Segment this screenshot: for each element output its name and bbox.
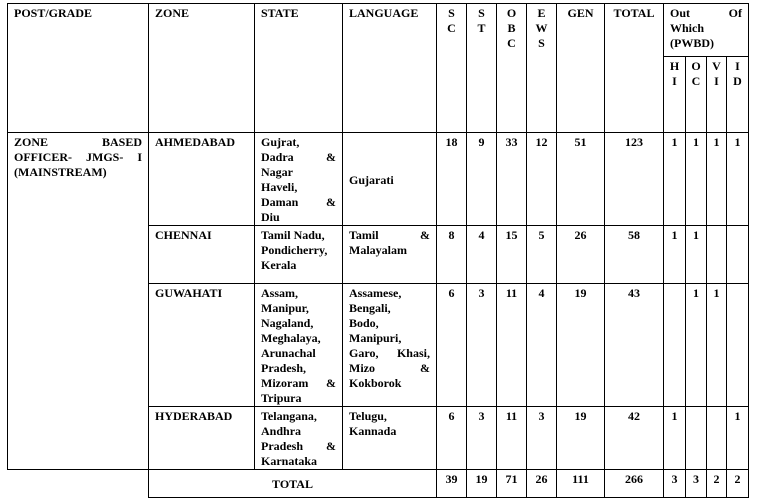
total-cell: 42 <box>604 406 664 470</box>
table-row: HYDERABAD Telangana, Andhra Pradesh & Karna… <box>8 406 749 470</box>
total-oc: 3 <box>685 469 707 498</box>
id-cell: 1 <box>726 406 749 470</box>
state-cell: Telangana, Andhra Pradesh & Karnataka <box>254 406 343 470</box>
language-cell: Telugu, Kannada <box>342 406 437 470</box>
sc-cell: 18 <box>436 132 467 226</box>
empty-cell <box>7 469 149 498</box>
header-state: STATE <box>254 3 343 133</box>
vi-cell <box>706 406 727 470</box>
total-sc: 39 <box>436 469 467 498</box>
ews-cell: 3 <box>526 406 557 470</box>
st-cell: 3 <box>466 283 497 407</box>
hi-cell: 1 <box>663 225 686 284</box>
table-row: GUWAHATI Assam, Manipur, Nagaland, Meghalay… <box>8 283 749 407</box>
total-total: 266 <box>604 469 664 498</box>
post-grade-cell: ZONE BASED OFFICER- JMGS- I (MAINSTREAM) <box>7 132 149 470</box>
total-obc: 71 <box>496 469 527 498</box>
gen-cell: 19 <box>556 283 605 407</box>
language-cell: Gujarati <box>342 132 437 226</box>
header-gen: GEN <box>556 3 605 133</box>
total-cell: 123 <box>604 132 664 226</box>
total-cell: 43 <box>604 283 664 407</box>
obc-cell: 11 <box>496 283 527 407</box>
ews-cell: 12 <box>526 132 557 226</box>
sc-cell: 6 <box>436 283 467 407</box>
state-cell: Tamil Nadu, Pondicherry, Kerala <box>254 225 343 284</box>
sc-cell: 6 <box>436 406 467 470</box>
header-post-grade: POST/GRADE <box>7 3 149 133</box>
state-cell: Gujrat, Dadra & Nagar Haveli, Daman & Diu <box>254 132 343 226</box>
total-id: 2 <box>726 469 749 498</box>
language-cell: Assamese, Bengali, Bodo, Manipuri, Garo, Kha… <box>342 283 437 407</box>
zone-cell: CHENNAI <box>148 225 255 284</box>
gen-cell: 51 <box>556 132 605 226</box>
st-cell: 9 <box>466 132 497 226</box>
sc-cell: 8 <box>436 225 467 284</box>
language-cell: Tamil & Malayalam <box>342 225 437 284</box>
zone-cell: HYDERABAD <box>148 406 255 470</box>
hi-cell: 1 <box>663 132 686 226</box>
obc-cell: 11 <box>496 406 527 470</box>
total-gen: 111 <box>556 469 605 498</box>
hi-cell: 1 <box>663 406 686 470</box>
gen-cell: 19 <box>556 406 605 470</box>
header-zone: ZONE <box>148 3 255 133</box>
hi-cell <box>663 283 686 407</box>
oc-cell: 1 <box>685 132 707 226</box>
ews-cell: 4 <box>526 283 557 407</box>
obc-cell: 15 <box>496 225 527 284</box>
gen-cell: 26 <box>556 225 605 284</box>
header-out-of-which-pwbd: Out Of Which (PWBD) <box>663 3 749 57</box>
table-row: ZONE BASED OFFICER- JMGS- I (MAINSTREAM)… <box>7 132 749 470</box>
st-cell: 4 <box>466 225 497 284</box>
table-row: CHENNAI Tamil Nadu, Pondicherry, Kerala Ta… <box>8 225 749 284</box>
oc-cell: 1 <box>685 225 707 284</box>
id-cell <box>726 225 749 284</box>
oc-cell: 1 <box>685 283 707 407</box>
id-cell <box>726 283 749 407</box>
vi-cell <box>706 225 727 284</box>
total-hi: 3 <box>663 469 686 498</box>
ews-cell: 5 <box>526 225 557 284</box>
totals-label: TOTAL <box>148 469 437 498</box>
total-ews: 26 <box>526 469 557 498</box>
vi-cell: 1 <box>706 283 727 407</box>
obc-cell: 33 <box>496 132 527 226</box>
st-cell: 3 <box>466 406 497 470</box>
header-total: TOTAL <box>604 3 664 133</box>
zone-cell: AHMEDABAD <box>148 132 255 226</box>
total-st: 19 <box>466 469 497 498</box>
state-cell: Assam, Manipur, Nagaland, Meghalaya, Arunach… <box>254 283 343 407</box>
header-language: LANGUAGE <box>342 3 437 133</box>
total-vi: 2 <box>706 469 727 498</box>
total-cell: 58 <box>604 225 664 284</box>
zone-cell: GUWAHATI <box>148 283 255 407</box>
vi-cell: 1 <box>706 132 727 226</box>
id-cell: 1 <box>726 132 749 226</box>
oc-cell <box>685 406 707 470</box>
totals-row: TOTAL 39 19 71 26 111 266 3 3 2 2 <box>7 469 749 498</box>
